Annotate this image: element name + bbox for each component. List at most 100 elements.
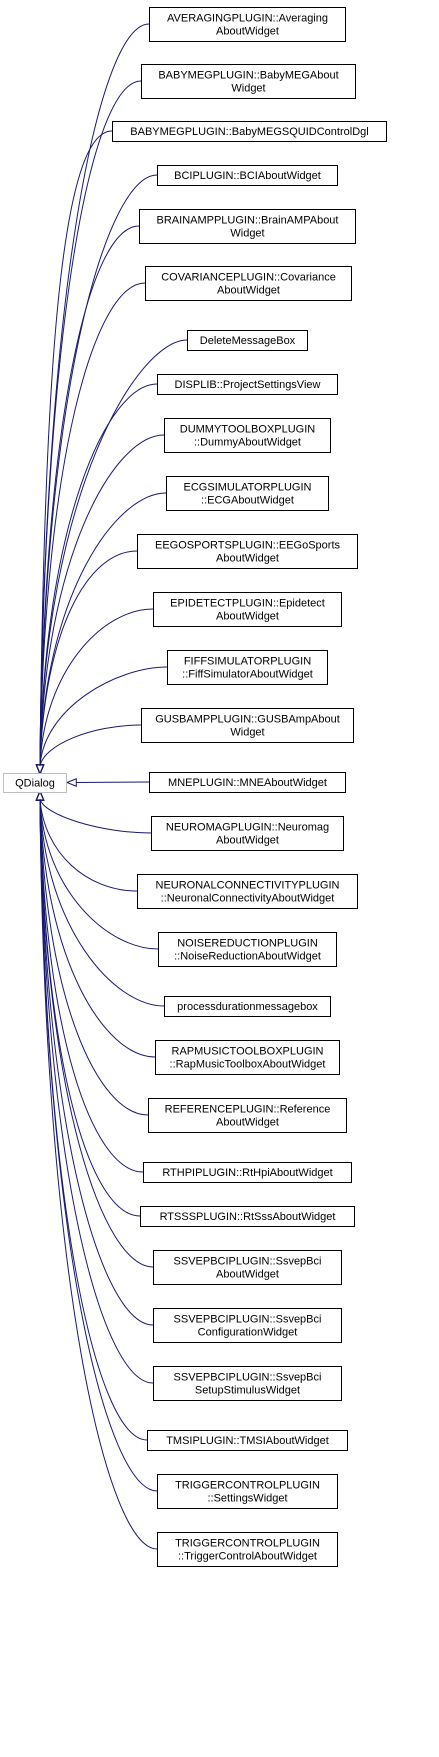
inheritance-arrowhead — [35, 764, 45, 776]
inheritance-edge — [39, 798, 154, 1326]
derived-class-node-label-1: GUSBAMPPLUGIN::GUSBAmpAbout — [155, 714, 340, 726]
derived-class-node[interactable]: RTSSSPLUGIN::RtSssAboutWidget — [140, 1206, 355, 1227]
derived-class-node[interactable]: BCIPLUGIN::BCIAboutWidget — [157, 165, 338, 186]
inheritance-edge — [39, 798, 156, 1058]
inheritance-edge — [39, 798, 159, 950]
inheritance-arrowhead — [35, 789, 45, 801]
derived-class-node[interactable]: RAPMUSICTOOLBOXPLUGIN::RapMusicToolboxAb… — [155, 1040, 340, 1075]
derived-class-node[interactable]: RTHPIPLUGIN::RtHpiAboutWidget — [143, 1162, 352, 1183]
derived-class-node-box — [155, 1040, 340, 1075]
inheritance-arrowhead — [35, 764, 45, 776]
inheritance-arrowhead — [65, 778, 77, 787]
derived-class-node-box — [143, 1162, 352, 1183]
base-class-qdialog-box — [3, 773, 67, 793]
derived-class-node-box — [167, 650, 328, 685]
derived-class-node-label-2: AboutWidget — [216, 611, 279, 623]
derived-class-node-label-2: AboutWidget — [216, 553, 279, 565]
derived-class-node[interactable]: DISPLIB::ProjectSettingsView — [157, 374, 338, 395]
derived-class-node-label-1: BABYMEGPLUGIN::BabyMEGSQUIDControlDgl — [130, 126, 368, 138]
derived-class-node-label-1: DUMMYTOOLBOXPLUGIN — [180, 424, 316, 436]
inheritance-arrowhead — [35, 764, 45, 776]
inheritance-arrowhead — [35, 764, 45, 776]
inheritance-edge — [39, 798, 154, 1384]
derived-class-node-box — [157, 165, 338, 186]
derived-class-node-label-2: AboutWidget — [217, 285, 280, 297]
derived-class-node[interactable]: SSVEPBCIPLUGIN::SsvepBciConfigurationWid… — [153, 1308, 342, 1343]
derived-class-node-label-1: SSVEPBCIPLUGIN::SsvepBci — [174, 1314, 322, 1326]
inheritance-edge — [39, 798, 149, 1116]
derived-class-node[interactable]: MNEPLUGIN::MNEAboutWidget — [149, 772, 346, 793]
derived-class-node[interactable]: BABYMEGPLUGIN::BabyMEGSQUIDControlDgl — [112, 121, 387, 142]
derived-class-node-label-1: RTSSSPLUGIN::RtSssAboutWidget — [160, 1211, 336, 1223]
derived-class-node-box — [151, 816, 344, 851]
derived-class-node-box — [157, 1532, 338, 1567]
derived-class-node-label-2: AboutWidget — [216, 1117, 279, 1129]
derived-class-node-box — [141, 708, 354, 743]
inheritance-edge — [39, 666, 168, 767]
inheritance-edge — [39, 339, 188, 767]
derived-class-node-label-1: EEGOSPORTSPLUGIN::EEGoSports — [155, 540, 341, 552]
derived-class-node-box — [112, 121, 387, 142]
inheritance-edge — [39, 434, 165, 767]
derived-class-node-label-2: ConfigurationWidget — [198, 1327, 298, 1339]
derived-class-node-box — [148, 1098, 347, 1133]
derived-class-node[interactable]: NEURONALCONNECTIVITYPLUGIN::NeuronalConn… — [137, 874, 358, 909]
derived-class-node-label-1: BRAINAMPPLUGIN::BrainAMPAbout — [157, 215, 339, 227]
derived-class-node-box — [145, 266, 352, 301]
derived-class-node[interactable]: SSVEPBCIPLUGIN::SsvepBciSetupStimulusWid… — [153, 1366, 342, 1401]
derived-class-node[interactable]: processdurationmessagebox — [164, 996, 331, 1017]
derived-class-node-box — [164, 996, 331, 1017]
derived-class-node[interactable]: TMSIPLUGIN::TMSIAboutWidget — [147, 1430, 348, 1451]
inheritance-edge — [39, 798, 148, 1441]
derived-class-node-box — [164, 418, 331, 453]
derived-class-node-box — [153, 1250, 342, 1285]
inheritance-arrowhead — [35, 764, 45, 776]
derived-class-node-label-2: AboutWidget — [216, 835, 279, 847]
base-class-qdialog[interactable]: QDialog — [3, 773, 67, 793]
derived-class-node-label-2: ::ECGAboutWidget — [201, 495, 294, 507]
derived-class-node-box — [157, 1474, 338, 1509]
derived-class-node[interactable]: TRIGGERCONTROLPLUGIN::SettingsWidget — [157, 1474, 338, 1509]
inheritance-edge — [39, 798, 158, 1550]
derived-class-node-label-1: NEUROMAGPLUGIN::Neuromag — [166, 822, 329, 834]
derived-class-node-label-2: Widget — [230, 228, 264, 240]
derived-class-node[interactable]: NOISEREDUCTIONPLUGIN::NoiseReductionAbou… — [158, 932, 337, 967]
derived-class-node-label-1: BCIPLUGIN::BCIAboutWidget — [174, 170, 321, 182]
derived-class-node-label-1: DISPLIB::ProjectSettingsView — [175, 379, 321, 391]
inheritance-edge — [39, 174, 158, 767]
inheritance-edge — [39, 798, 152, 834]
derived-class-node[interactable]: DUMMYTOOLBOXPLUGIN::DummyAboutWidget — [164, 418, 331, 453]
derived-class-node-label-2: ::TriggerControlAboutWidget — [178, 1551, 317, 1563]
inheritance-edge — [39, 282, 146, 767]
derived-class-node-box — [141, 64, 356, 99]
derived-class-node-label-1: DeleteMessageBox — [200, 335, 296, 347]
derived-class-node-box — [147, 1430, 348, 1451]
derived-class-node[interactable]: ECGSIMULATORPLUGIN::ECGAboutWidget — [166, 476, 329, 511]
inheritance-edge — [39, 798, 165, 1007]
derived-class-node-box — [149, 7, 346, 42]
derived-class-node-box — [137, 534, 358, 569]
derived-class-node[interactable]: TRIGGERCONTROLPLUGIN::TriggerControlAbou… — [157, 1532, 338, 1567]
derived-class-node[interactable]: DeleteMessageBox — [187, 330, 308, 351]
derived-class-node[interactable]: FIFFSIMULATORPLUGIN::FiffSimulatorAboutW… — [167, 650, 328, 685]
class-nodes: QDialog AVERAGINGPLUGIN::AveragingAboutWi… — [3, 7, 387, 1567]
derived-class-node-label-1: TRIGGERCONTROLPLUGIN — [175, 1480, 320, 1492]
inheritance-arrowhead — [35, 764, 45, 776]
inheritance-edge — [39, 798, 138, 892]
inheritance-arrowhead — [35, 764, 45, 776]
derived-class-node-label-2: ::NeuronalConnectivityAboutWidget — [161, 893, 335, 905]
inheritance-arrowhead — [35, 764, 45, 776]
derived-class-node-label-1: NEURONALCONNECTIVITYPLUGIN — [156, 880, 340, 892]
derived-class-node-box — [187, 330, 308, 351]
